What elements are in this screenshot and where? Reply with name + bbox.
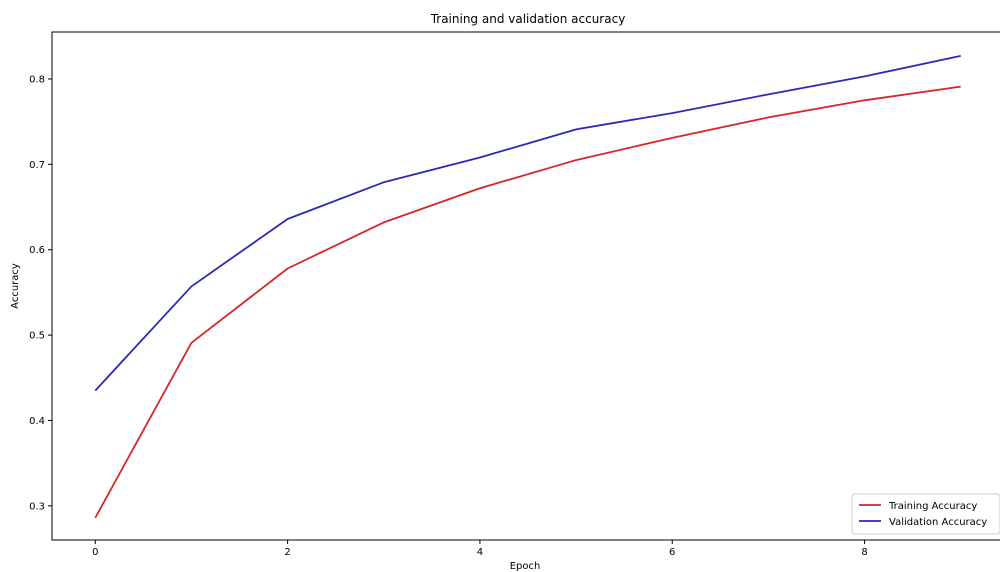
series-lines bbox=[94, 55, 961, 519]
legend-label-validation: Validation Accuracy bbox=[889, 517, 987, 528]
y-tick-label: 0.4 bbox=[29, 416, 45, 427]
legend-box bbox=[851, 493, 1000, 535]
legend-label-training: Training Accuracy bbox=[888, 501, 977, 512]
x-tick-label: 8 bbox=[861, 547, 867, 558]
y-tick-label: 0.5 bbox=[29, 331, 45, 342]
legend: Training Accuracy Validation Accuracy bbox=[851, 493, 1000, 535]
y-tick-label: 0.8 bbox=[29, 74, 45, 85]
y-axis-label: Accuracy bbox=[10, 263, 21, 309]
plot-frame bbox=[51, 31, 1000, 541]
x-tick-label: 4 bbox=[477, 547, 483, 558]
x-axis-label: Epoch bbox=[510, 561, 541, 572]
y-tick-label: 0.7 bbox=[29, 160, 45, 171]
y-tick-label: 0.3 bbox=[29, 501, 45, 512]
x-tick-label: 0 bbox=[92, 547, 98, 558]
x-tick-label: 2 bbox=[284, 547, 290, 558]
training-accuracy-line bbox=[94, 85, 961, 519]
chart-title: Training and validation accuracy bbox=[430, 12, 626, 26]
validation-accuracy-line bbox=[94, 55, 961, 392]
x-tick-label: 6 bbox=[669, 547, 675, 558]
y-axis-ticks: 0.3 0.4 0.5 0.6 0.7 0.8 bbox=[29, 74, 52, 512]
x-axis-ticks: 0 2 4 6 8 bbox=[92, 540, 868, 558]
y-tick-label: 0.6 bbox=[29, 245, 45, 256]
